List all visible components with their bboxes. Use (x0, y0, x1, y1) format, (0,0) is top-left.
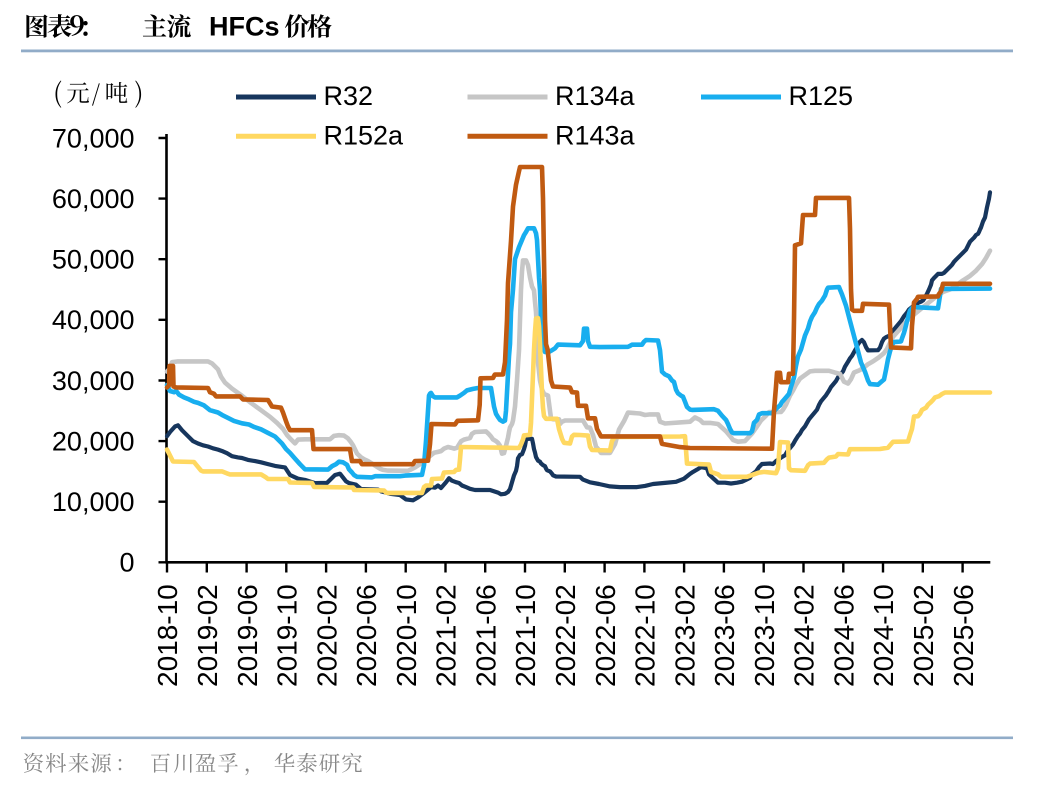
svg-text:2022-02: 2022-02 (550, 584, 581, 687)
svg-text:2022-06: 2022-06 (590, 584, 621, 687)
svg-text:2018-10: 2018-10 (152, 584, 183, 687)
svg-text:20,000: 20,000 (52, 427, 135, 457)
svg-text:R125: R125 (789, 81, 854, 111)
svg-text:2024-10: 2024-10 (868, 584, 899, 687)
svg-text:60,000: 60,000 (52, 184, 135, 214)
svg-text:2021-02: 2021-02 (431, 584, 462, 687)
svg-text:R134a: R134a (555, 81, 636, 111)
svg-text:HFCs: HFCs (209, 12, 280, 42)
svg-text:R143a: R143a (555, 120, 636, 150)
svg-text:R152a: R152a (324, 120, 405, 150)
svg-text:2019-02: 2019-02 (192, 584, 223, 687)
svg-text:2019-10: 2019-10 (272, 584, 303, 687)
svg-text:2021-06: 2021-06 (470, 584, 501, 687)
svg-text:30,000: 30,000 (52, 366, 135, 396)
svg-text:70,000: 70,000 (52, 123, 135, 153)
svg-text:2019-06: 2019-06 (232, 584, 263, 687)
svg-text:50,000: 50,000 (52, 245, 135, 275)
svg-text:2023-02: 2023-02 (669, 584, 700, 687)
svg-text:2021-10: 2021-10 (510, 584, 541, 687)
svg-text:2020-02: 2020-02 (311, 584, 342, 687)
svg-text:2023-10: 2023-10 (749, 584, 780, 687)
svg-text:2025-06: 2025-06 (948, 584, 979, 687)
svg-text:2025-02: 2025-02 (908, 584, 939, 687)
svg-text:2023-06: 2023-06 (709, 584, 740, 687)
svg-text:0: 0 (119, 548, 134, 578)
svg-text:R32: R32 (324, 81, 374, 111)
svg-text:40,000: 40,000 (52, 305, 135, 335)
svg-text:10,000: 10,000 (52, 487, 135, 517)
svg-text:2022-10: 2022-10 (630, 584, 661, 687)
svg-text:2020-10: 2020-10 (391, 584, 422, 687)
svg-text:2024-02: 2024-02 (789, 584, 820, 687)
svg-text:2024-06: 2024-06 (829, 584, 860, 687)
svg-text:2020-06: 2020-06 (351, 584, 382, 687)
